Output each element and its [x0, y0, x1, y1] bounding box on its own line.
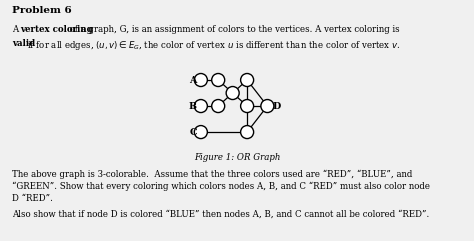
Circle shape [241, 126, 254, 139]
Circle shape [212, 100, 225, 113]
Circle shape [194, 126, 207, 139]
Text: if for all edges, $(u, v) \in E_G$, the color of vertex $u$ is different than th: if for all edges, $(u, v) \in E_G$, the … [27, 39, 401, 52]
Text: D “RED”.: D “RED”. [12, 194, 53, 203]
Circle shape [241, 100, 254, 113]
Circle shape [212, 74, 225, 87]
Text: Problem 6: Problem 6 [12, 6, 72, 15]
Circle shape [241, 74, 254, 87]
Circle shape [194, 100, 207, 113]
Text: A: A [12, 25, 21, 34]
Text: B: B [189, 101, 197, 111]
Text: Also show that if node D is colored “BLUE” then nodes A, B, and C cannot all be : Also show that if node D is colored “BLU… [12, 210, 429, 219]
Text: A: A [189, 75, 197, 85]
Text: valid: valid [12, 39, 35, 48]
Text: of a graph, G, is an assignment of colors to the vertices. A vertex coloring is: of a graph, G, is an assignment of color… [67, 25, 400, 34]
Text: C: C [189, 127, 197, 137]
Text: Figure 1: OR Graph: Figure 1: OR Graph [194, 153, 280, 162]
Text: The above graph is 3-colorable.  Assume that the three colors used are “RED”, “B: The above graph is 3-colorable. Assume t… [12, 170, 412, 179]
Circle shape [261, 100, 274, 113]
Circle shape [226, 87, 239, 100]
Text: D: D [273, 101, 281, 111]
Circle shape [194, 74, 207, 87]
Text: vertex coloring: vertex coloring [20, 25, 93, 34]
Text: “GREEN”. Show that every coloring which colors nodes A, B, and C “RED” must also: “GREEN”. Show that every coloring which … [12, 182, 430, 191]
